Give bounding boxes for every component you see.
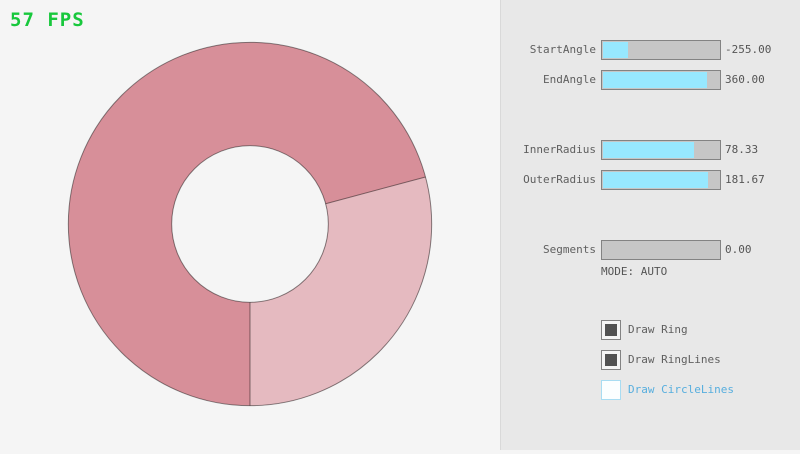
slider-row-outerradius: OuterRadius 181.67 [501, 170, 800, 190]
checkbox-check-icon [605, 324, 617, 336]
draw-ringlines-checkbox[interactable] [601, 350, 621, 370]
endangle-slider[interactable] [601, 70, 721, 90]
outerradius-slider-fill [603, 172, 709, 188]
draw-circlelines-label: Draw CircleLines [628, 383, 734, 396]
mode-label: MODE: AUTO [601, 265, 668, 278]
draw-circlelines-checkbox[interactable] [601, 380, 621, 400]
checkbox-check-icon [605, 354, 617, 366]
endangle-value: 360.00 [725, 73, 765, 86]
segments-label: Segments [543, 243, 596, 256]
checkbox-row-draw-circlelines: Draw CircleLines [501, 380, 800, 400]
innerradius-slider[interactable] [601, 140, 721, 160]
checkbox-row-draw-ring: Draw Ring [501, 320, 800, 340]
innerradius-value: 78.33 [725, 143, 759, 156]
slider-row-endangle: EndAngle 360.00 [501, 70, 800, 90]
startangle-slider-fill [603, 42, 629, 58]
innerradius-slider-fill [603, 142, 694, 158]
draw-ring-label: Draw Ring [628, 323, 688, 336]
checkbox-row-draw-ringlines: Draw RingLines [501, 350, 800, 370]
outerradius-label: OuterRadius [523, 173, 596, 186]
startangle-label: StartAngle [529, 43, 596, 56]
slider-row-startangle: StartAngle -255.00 [501, 40, 800, 60]
endangle-slider-fill [603, 72, 708, 88]
outerradius-slider[interactable] [601, 170, 721, 190]
startangle-value: -255.00 [725, 43, 772, 56]
draw-ringlines-label: Draw RingLines [628, 353, 721, 366]
segments-slider[interactable] [601, 240, 721, 260]
innerradius-label: InnerRadius [523, 143, 596, 156]
slider-row-segments: Segments 0.00 [501, 240, 800, 260]
outerradius-value: 181.67 [725, 173, 765, 186]
draw-ring-checkbox[interactable] [601, 320, 621, 340]
endangle-label: EndAngle [543, 73, 596, 86]
startangle-slider[interactable] [601, 40, 721, 60]
segments-value: 0.00 [725, 243, 752, 256]
slider-row-innerradius: InnerRadius 78.33 [501, 140, 800, 160]
controls-panel: StartAngle -255.00 EndAngle 360.00 Inner… [500, 0, 800, 450]
ring-svg [67, 41, 433, 407]
fps-counter: 57 FPS [10, 9, 85, 31]
ring-canvas [67, 41, 433, 407]
